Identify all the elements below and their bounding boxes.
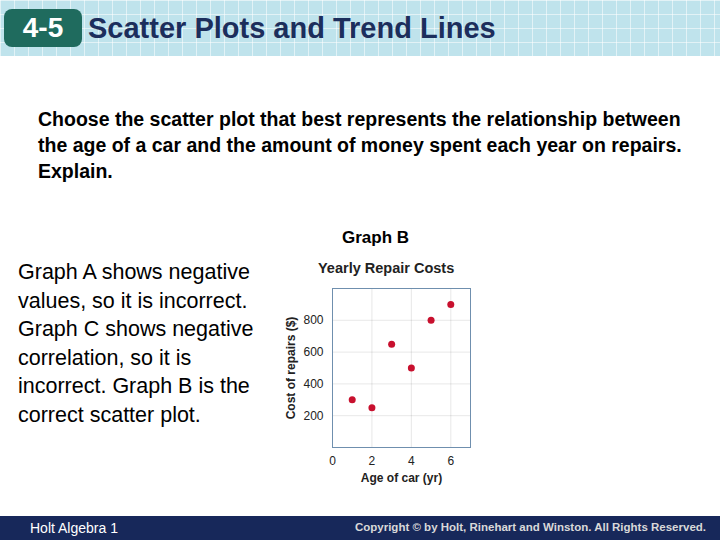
html-text:4-5: 4-5	[22, 12, 64, 43]
html-text:Graph A shows negative values,: Graph A shows negative values, so it is …	[18, 260, 254, 427]
svg-text:Cost of repairs ($): Cost of repairs ($)	[284, 317, 298, 420]
svg-text:800: 800	[303, 313, 323, 327]
svg-text:200: 200	[303, 409, 323, 423]
svg-text:2: 2	[369, 454, 376, 468]
svg-text:600: 600	[303, 345, 323, 359]
html-text:Copyright © by Holt, Rinehart: Copyright © by Holt, Rinehart and Winsto…	[354, 521, 706, 533]
svg-text:6: 6	[447, 454, 454, 468]
html-text:Holt Algebra 1: Holt Algebra 1	[30, 520, 118, 536]
html-text:Yearly Repair Costs: Yearly Repair Costs	[318, 260, 455, 276]
html-text:Choose the scatter plot that b: Choose the scatter plot that best repres…	[38, 108, 682, 182]
html-text:Graph B: Graph B	[342, 228, 410, 247]
svg-text:400: 400	[303, 377, 323, 391]
svg-text:4: 4	[408, 454, 415, 468]
svg-text:0: 0	[329, 454, 336, 468]
svg-text:Age of car (yr): Age of car (yr)	[361, 471, 442, 485]
html-text:Scatter Plots and Trend Lines: Scatter Plots and Trend Lines	[88, 12, 496, 44]
